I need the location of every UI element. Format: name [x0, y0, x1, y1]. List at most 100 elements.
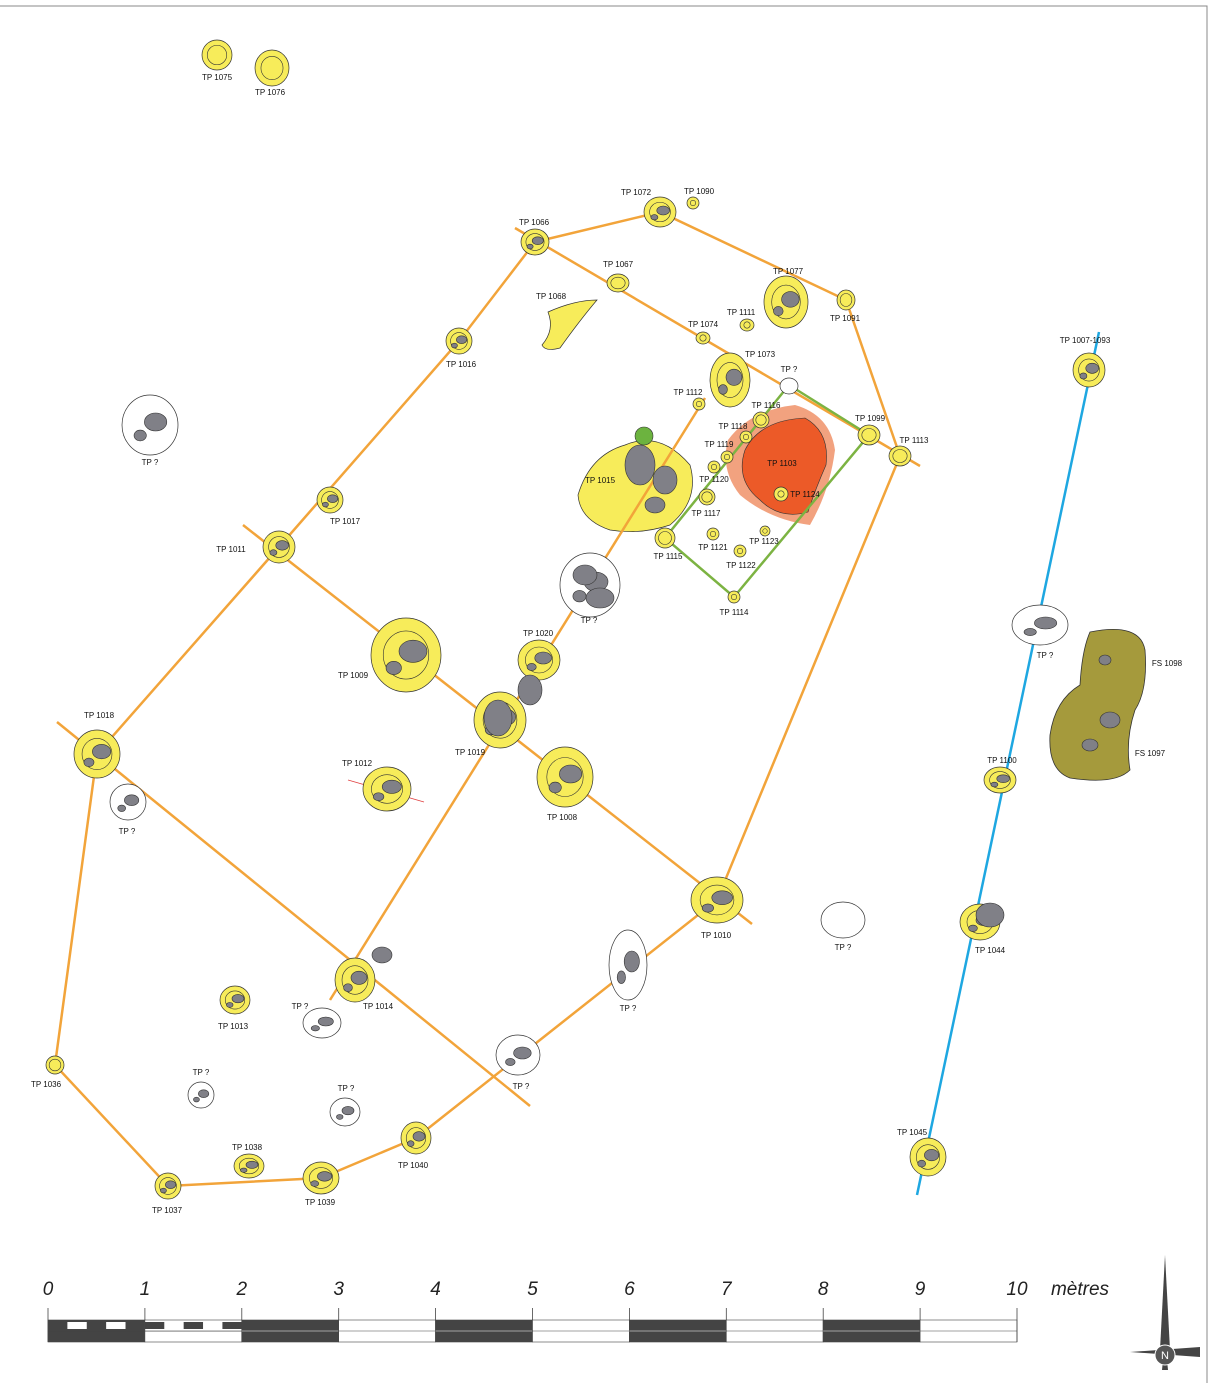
feature-label: TP 1020 — [523, 629, 554, 638]
stone — [531, 236, 544, 245]
stone — [83, 757, 95, 768]
feature-label: TP 1118 — [719, 422, 748, 431]
stone — [572, 564, 598, 586]
stone — [269, 549, 278, 556]
scale-sub — [106, 1322, 126, 1329]
stone — [373, 792, 385, 801]
scale-bar: 0 1 2 3 4 5 6 7 8 9 10 mètres — [43, 1279, 1110, 1343]
stone — [456, 335, 468, 344]
stone — [534, 651, 552, 665]
feature-label: TP 1039 — [305, 1198, 336, 1207]
pit-inner — [48, 1058, 62, 1072]
scale-label: 4 — [430, 1279, 441, 1300]
stone — [350, 970, 368, 985]
feature-label: TP 1019 — [455, 748, 486, 757]
labels: TP 1075 TP 1076 TP 1072 TP 1090 TP 1066 TP 10… — [31, 73, 1183, 1215]
stone — [327, 494, 339, 503]
stone — [656, 205, 670, 216]
stone — [144, 412, 168, 432]
feature-label: TP 1014 — [363, 1002, 394, 1011]
stone — [245, 1160, 259, 1169]
feature-label: TP ? — [193, 1068, 210, 1077]
feature-label: TP 1122 — [726, 561, 756, 570]
stone — [310, 1025, 320, 1032]
scale-seg — [144, 1330, 243, 1343]
feature-label: TP ? — [781, 365, 798, 374]
feature-label: TP 1011 — [216, 545, 246, 554]
feature-label: TP 1121 — [698, 543, 728, 552]
pit-inner — [1078, 358, 1100, 382]
pit-inner — [915, 1144, 940, 1170]
pit — [773, 486, 789, 502]
stone — [917, 1159, 926, 1168]
pit-inner — [730, 593, 737, 600]
feature-label: TP 1120 — [699, 475, 729, 484]
feature-label: TP 1091 — [830, 314, 861, 323]
stone — [773, 306, 784, 317]
frame — [0, 5, 1208, 1383]
pit-inner — [525, 646, 553, 674]
pit — [727, 590, 741, 604]
feature-label: TP ? — [292, 1002, 309, 1011]
feature-label: TP 1013 — [218, 1022, 249, 1031]
stone — [92, 744, 112, 760]
scale-label: 0 — [43, 1279, 54, 1300]
feature-label: TP 1100 — [987, 756, 1017, 765]
pit-inner — [701, 491, 713, 503]
stone — [990, 781, 999, 788]
feature-label: TP 1009 — [338, 671, 369, 680]
feature-label: TP 1111 — [727, 308, 756, 317]
feature-label: TP 1036 — [31, 1080, 62, 1089]
stone — [623, 950, 640, 973]
stone — [483, 699, 513, 737]
stone — [226, 1002, 234, 1008]
stone — [701, 903, 714, 913]
scale-label: 5 — [527, 1279, 538, 1300]
stone — [231, 994, 245, 1004]
stone — [513, 1046, 532, 1060]
stone — [652, 465, 678, 495]
pit-inner — [81, 738, 113, 770]
feature-label: TP ? — [513, 1082, 530, 1091]
feature-label: TP ? — [142, 458, 159, 467]
stone — [341, 1106, 355, 1116]
pit — [733, 544, 747, 558]
feature-label: TP 1017 — [330, 517, 361, 526]
pit — [759, 525, 771, 537]
stone — [385, 660, 402, 675]
stone — [644, 496, 666, 514]
pit — [739, 318, 755, 332]
alignment — [56, 721, 531, 1107]
pit-inner — [224, 990, 246, 1010]
north-label: N — [1161, 1350, 1169, 1362]
pit — [739, 430, 753, 444]
feature-label: TP 1012 — [342, 759, 373, 768]
pit — [254, 49, 290, 87]
pit-inner — [308, 1167, 333, 1189]
stone — [193, 1096, 200, 1103]
feature-label: TP 1007-1093 — [1060, 336, 1111, 345]
pit-inner — [689, 200, 696, 207]
scale-label: 7 — [721, 1279, 733, 1300]
stone — [381, 779, 402, 794]
feature-label: TP 1067 — [603, 260, 634, 269]
scale-label: 3 — [333, 1279, 344, 1300]
pit-inner — [710, 463, 717, 470]
scale-label: 10 — [1006, 1279, 1028, 1300]
scale-label: 9 — [915, 1279, 926, 1300]
stone — [317, 1171, 333, 1182]
feature-label: TP 1115 — [654, 552, 683, 561]
stone — [124, 794, 140, 806]
feature-label: TP 1040 — [398, 1161, 429, 1170]
stone — [336, 1114, 344, 1120]
pit-inner — [762, 528, 768, 534]
feature-label: TP 1119 — [705, 440, 734, 449]
stone — [996, 774, 1010, 783]
stone — [718, 384, 728, 395]
pit-inner — [777, 490, 785, 498]
stone — [412, 1131, 426, 1142]
pit — [888, 445, 912, 467]
scale-seg — [47, 1330, 146, 1343]
pit-inner — [743, 321, 751, 329]
